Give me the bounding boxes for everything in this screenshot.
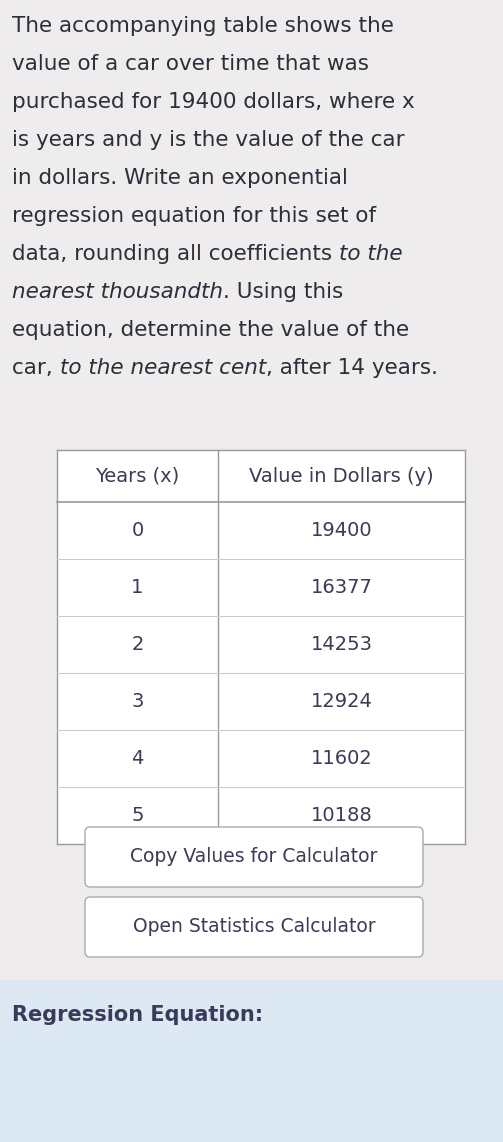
Text: 3: 3 [131, 692, 144, 711]
Text: 19400: 19400 [311, 521, 372, 540]
Text: , after 14 years.: , after 14 years. [266, 357, 438, 378]
Text: purchased for 19400 dollars, where x: purchased for 19400 dollars, where x [12, 93, 415, 112]
Text: value of a car over time that was: value of a car over time that was [12, 54, 369, 74]
Text: to the nearest cent: to the nearest cent [60, 357, 266, 378]
Bar [0, 980, 503, 1142]
Text: 1: 1 [131, 578, 144, 597]
Text: 16377: 16377 [310, 578, 372, 597]
Text: Value in Dollars (y): Value in Dollars (y) [249, 466, 434, 485]
Text: Open Statistics Calculator: Open Statistics Calculator [133, 917, 375, 936]
Text: 0: 0 [131, 521, 144, 540]
Text: car,: car, [12, 357, 60, 378]
Text: regression equation for this set of: regression equation for this set of [12, 206, 376, 226]
Text: equation, determine the value of the: equation, determine the value of the [12, 320, 409, 340]
Text: Years (x): Years (x) [96, 466, 180, 485]
FancyBboxPatch shape [85, 896, 423, 957]
Text: 5: 5 [131, 806, 144, 825]
Text: Copy Values for Calculator: Copy Values for Calculator [130, 847, 378, 867]
Text: 12924: 12924 [310, 692, 372, 711]
Text: 10188: 10188 [311, 806, 372, 825]
Text: The accompanying table shows the: The accompanying table shows the [12, 16, 394, 37]
Text: Regression Equation:: Regression Equation: [12, 1005, 263, 1026]
Text: nearest thousandth: nearest thousandth [12, 282, 223, 301]
Text: 14253: 14253 [310, 635, 373, 654]
Text: 11602: 11602 [311, 749, 372, 769]
FancyBboxPatch shape [85, 827, 423, 887]
Text: is years and y is the value of the car: is years and y is the value of the car [12, 130, 404, 150]
Text: in dollars. Write an exponential: in dollars. Write an exponential [12, 168, 348, 188]
Text: data, rounding all coefficients: data, rounding all coefficients [12, 244, 339, 264]
Bar [57, 450, 465, 844]
Text: to the: to the [339, 244, 402, 264]
Text: 2: 2 [131, 635, 144, 654]
Text: 4: 4 [131, 749, 144, 769]
Text: . Using this: . Using this [223, 282, 343, 301]
